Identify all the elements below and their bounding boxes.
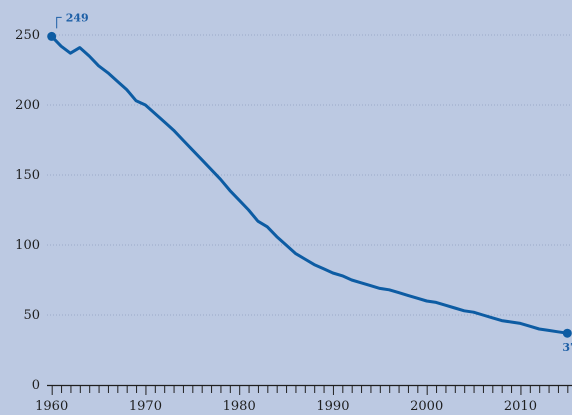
- y-tick-label: 100: [15, 238, 40, 253]
- x-tick-label: 1960: [35, 399, 68, 414]
- grid-layer: [47, 34, 572, 316]
- x-tick-label: 2000: [410, 399, 443, 414]
- y-tick-label: 150: [15, 168, 40, 183]
- end-point-marker: [562, 328, 572, 338]
- y-tick-label: 50: [23, 308, 40, 323]
- axis-layer: 0 50 100 150 200 250 1960 1970 1980 1990 2000 2010: [15, 28, 572, 414]
- start-label-leader: [56, 16, 62, 29]
- start-point-marker: [47, 31, 57, 41]
- y-tick-label: 250: [15, 28, 40, 43]
- series-layer: [47, 31, 572, 338]
- label-layer: 249 37: [56, 11, 572, 354]
- y-tick-label: 200: [15, 98, 40, 113]
- start-value-label: 249: [66, 11, 89, 24]
- x-tick-label: 1970: [129, 399, 162, 414]
- x-tick-label: 1980: [223, 399, 256, 414]
- y-tick-label: 0: [32, 378, 40, 393]
- end-value-label: 37: [562, 341, 572, 354]
- x-tick-label: 2010: [504, 399, 537, 414]
- x-tick-label: 1990: [316, 399, 349, 414]
- series-line: [50, 34, 569, 335]
